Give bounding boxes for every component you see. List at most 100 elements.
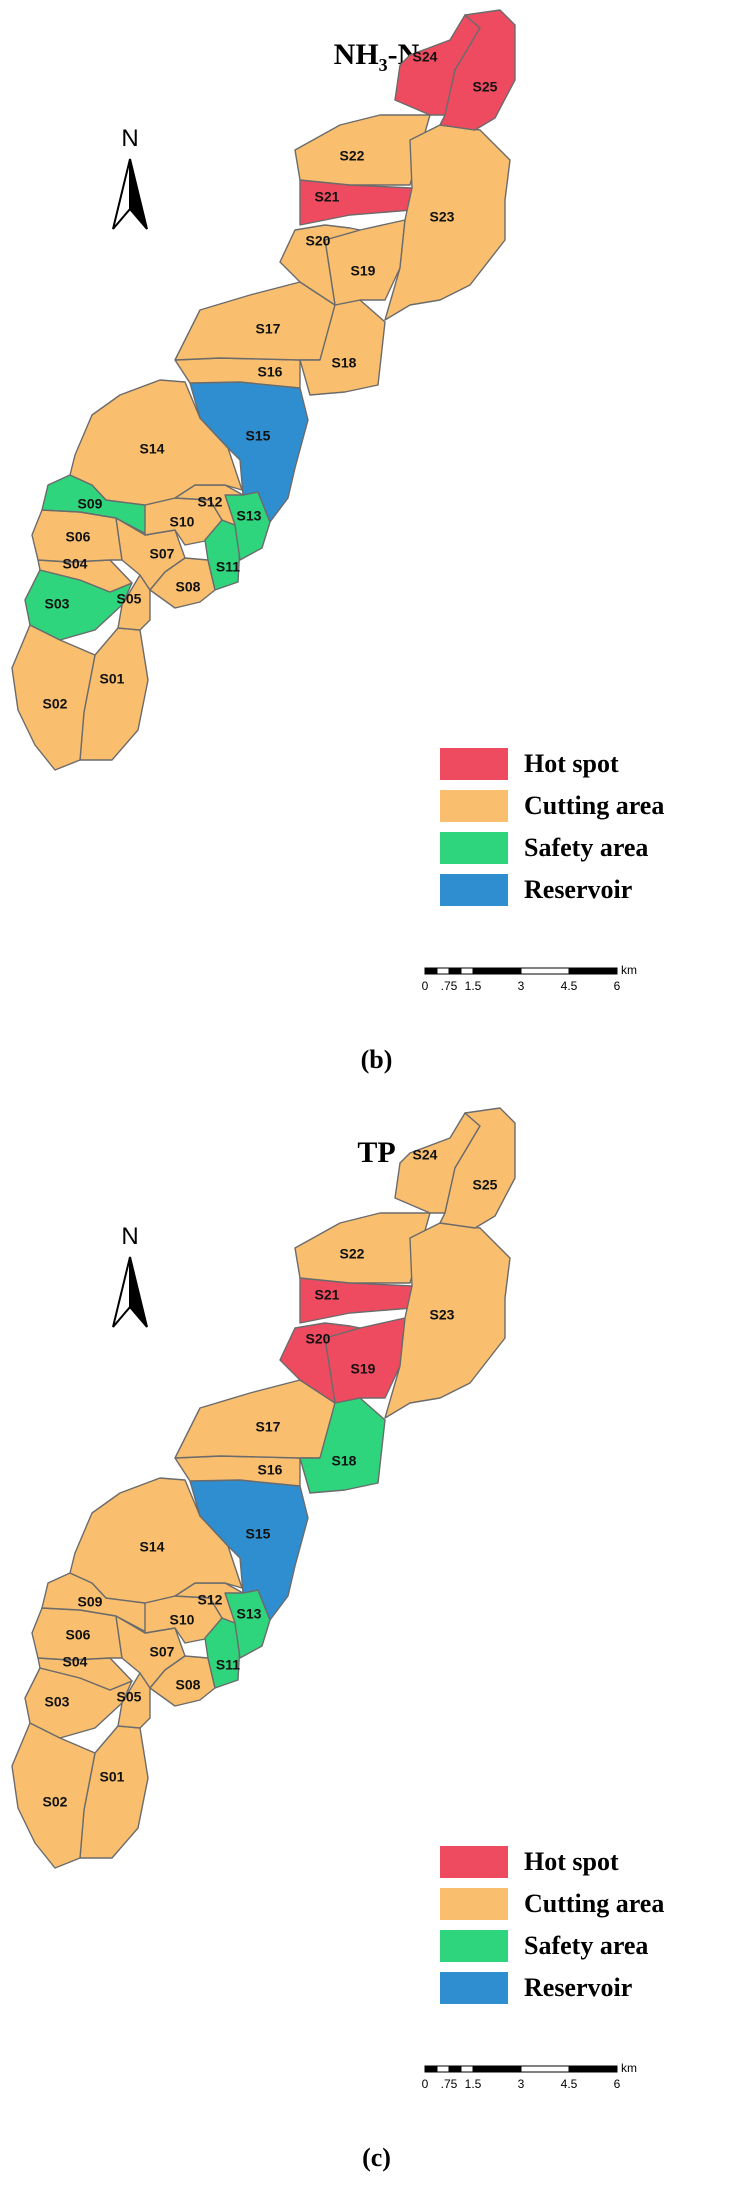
subbasin-label: S03 [45, 1694, 70, 1710]
legend-swatch [440, 1846, 508, 1878]
subbasin-s01 [79, 627, 149, 761]
scale-segment [448, 2065, 462, 2073]
subbasin-label: S10 [170, 1612, 195, 1628]
subbasin-label: S22 [340, 148, 365, 164]
subbasin-label: S03 [45, 596, 70, 612]
scale-segment [460, 2065, 474, 2073]
subbasin-label: S20 [306, 233, 331, 249]
scale-segment [448, 967, 462, 975]
subbasin-label: S24 [413, 1147, 438, 1163]
subbasin-label: S21 [315, 189, 340, 205]
subbasin-label: S18 [332, 355, 357, 371]
legend-label: Hot spot [524, 1847, 619, 1876]
map-panel-c: TP N S01 S02 S03 S04 S05 S06 S07 S08 S09 S10 S11 S1… [0, 1098, 753, 2196]
legend-item-safety-area: Safety area [440, 829, 720, 867]
subbasin-label: S08 [176, 1677, 201, 1693]
scale-tick-label: 0 [422, 979, 429, 993]
subbasin-label: S06 [66, 529, 91, 545]
subbasin-label: S07 [150, 1644, 175, 1660]
legend-swatch [440, 832, 508, 864]
scale-segment [568, 967, 618, 975]
legend-item-safety-area: Safety area [440, 1927, 720, 1965]
scale-tick-label: 1.5 [465, 979, 482, 993]
scale-tick-label: .75 [441, 979, 458, 993]
subbasin-s23 [384, 124, 511, 321]
subbasin-s19 [324, 1317, 406, 1404]
legend-swatch [440, 1888, 508, 1920]
scale-segment [568, 2065, 618, 2073]
legend-item-reservoir: Reservoir [440, 871, 720, 909]
map-panel-b: NH3-N N S01 S02 S03 S04 S05 S06 S07 S08 S09 S10 S1… [0, 0, 753, 1098]
north-arrow-icon [112, 158, 148, 230]
scale-segment [472, 967, 522, 975]
scale-tick-label: 3 [518, 2077, 525, 2091]
subbasin-label: S06 [66, 1627, 91, 1643]
legend-label: Cutting area [524, 791, 665, 820]
subbasin-label: S25 [473, 79, 498, 95]
subbasin-label: S12 [198, 1592, 223, 1608]
subbasin-s01 [79, 1725, 149, 1859]
north-label: N [121, 1223, 139, 1250]
scale-segment [460, 967, 474, 975]
subbasin-label: S01 [100, 671, 125, 687]
subbasin-label: S13 [237, 1606, 262, 1622]
subbasin-label: S16 [258, 1462, 283, 1478]
subbasin-map: S01 S02 S03 S04 S05 S06 S07 S08 S09 S10 S11 S12 S13 S… [11, 9, 516, 771]
subbasin-label: S12 [198, 494, 223, 510]
legend-label: Safety area [524, 833, 649, 862]
subbasin-label: S25 [473, 1177, 498, 1193]
legend-item-hot-spot: Hot spot [440, 1843, 720, 1881]
legend: Hot spot Cutting area Safety area Reserv… [440, 745, 720, 913]
scale-tick-label: 4.5 [561, 979, 578, 993]
subbasin-label: S04 [63, 1654, 88, 1670]
subbasin-s18 [299, 299, 386, 396]
scale-tick-label: 6 [614, 979, 621, 993]
subbasin-s20 [279, 1322, 361, 1404]
subbasin-s14 [69, 379, 243, 506]
subbasin-label: S17 [256, 1419, 281, 1435]
subbasin-label: S08 [176, 579, 201, 595]
subbasin-label: S14 [140, 1539, 165, 1555]
subbasin-label: S16 [258, 364, 283, 380]
scale-segment [424, 2065, 438, 2073]
subbasin-label: S01 [100, 1769, 125, 1785]
scale-tick-label: 1.5 [465, 2077, 482, 2091]
subbasin-label: S19 [351, 1361, 376, 1377]
subbasin-label: S02 [43, 696, 68, 712]
legend-swatch [440, 790, 508, 822]
north-arrow: N [105, 1223, 155, 1333]
subbasin-label: S23 [430, 209, 455, 225]
legend-label: Cutting area [524, 1889, 665, 1918]
subbasin-label: S09 [78, 496, 103, 512]
legend-item-hot-spot: Hot spot [440, 745, 720, 783]
legend-swatch [440, 748, 508, 780]
scale-tick-label: 4.5 [561, 2077, 578, 2091]
title-subscript: 3 [378, 55, 388, 75]
subbasin-label: S11 [216, 559, 240, 575]
subbasin-map: S01 S02 S03 S04 S05 S06 S07 S08 S09 S10 S11 S12 S13 S… [11, 1107, 516, 1869]
scale-segment [436, 2065, 450, 2073]
subbasin-label: S21 [315, 1287, 340, 1303]
subbasin-s02 [11, 624, 96, 771]
panel-label: (b) [360, 1045, 393, 1074]
subbasin-s02 [11, 1722, 96, 1869]
subbasin-label: S07 [150, 546, 175, 562]
subbasin-s20 [279, 224, 361, 306]
scale-bar: 0 .75 1.5 3 4.5 6km [422, 2061, 637, 2091]
subbasin-label: S19 [351, 263, 376, 279]
legend-label: Reservoir [524, 1973, 633, 2002]
scale-segment [472, 2065, 522, 2073]
legend-swatch [440, 1972, 508, 2004]
subbasin-label: S04 [63, 556, 88, 572]
panel-label: (c) [362, 2143, 391, 2172]
subbasin-s18 [299, 1397, 386, 1494]
legend-label: Hot spot [524, 749, 619, 778]
legend-item-cutting-area: Cutting area [440, 787, 720, 825]
subbasin-label: S02 [43, 1794, 68, 1810]
scale-segment [520, 2065, 570, 2073]
legend-swatch [440, 874, 508, 906]
north-label: N [121, 125, 139, 152]
north-arrow: N [105, 125, 155, 235]
subbasin-label: S23 [430, 1307, 455, 1323]
legend-label: Reservoir [524, 875, 633, 904]
